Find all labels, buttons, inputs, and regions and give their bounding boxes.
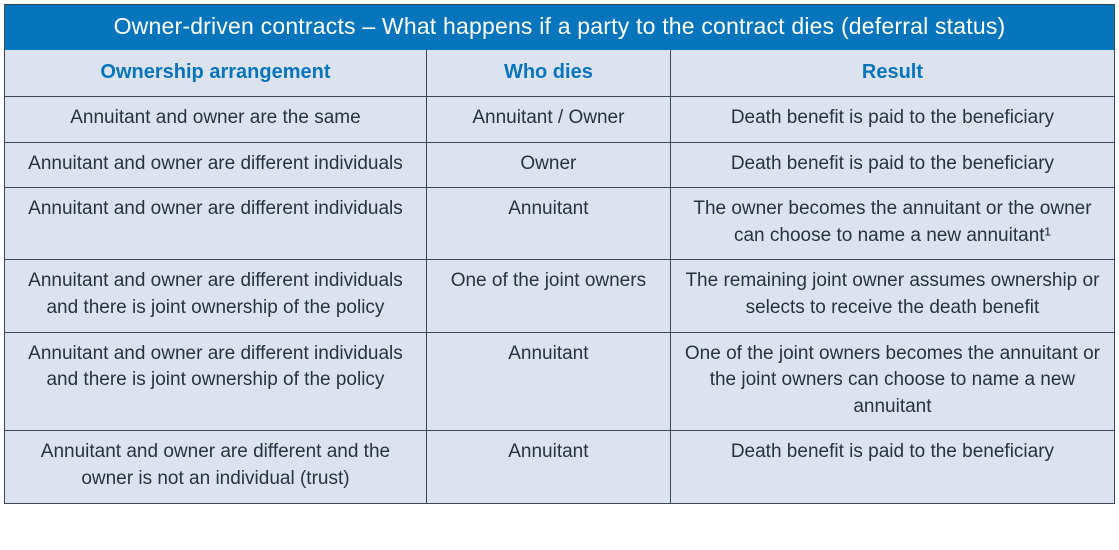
contracts-table-container: Owner-driven contracts – What happens if… bbox=[4, 4, 1115, 504]
cell-arrangement: Annuitant and owner are different indivi… bbox=[5, 260, 426, 332]
cell-arrangement: Annuitant and owner are different indivi… bbox=[5, 188, 426, 260]
table-row: Annuitant and owner are different and th… bbox=[5, 431, 1114, 503]
cell-arrangement: Annuitant and owner are different and th… bbox=[5, 431, 426, 503]
table-row: Annuitant and owner are different indivi… bbox=[5, 260, 1114, 332]
cell-who: Annuitant bbox=[426, 332, 670, 431]
cell-result: The owner becomes the annuitant or the o… bbox=[670, 188, 1114, 260]
cell-result: Death benefit is paid to the beneficiary bbox=[670, 142, 1114, 188]
cell-who: Owner bbox=[426, 142, 670, 188]
col-header-arrangement: Ownership arrangement bbox=[5, 50, 426, 97]
cell-arrangement: Annuitant and owner are the same bbox=[5, 97, 426, 143]
contracts-table: Ownership arrangement Who dies Result An… bbox=[5, 50, 1114, 503]
cell-result: Death benefit is paid to the beneficiary bbox=[670, 431, 1114, 503]
cell-arrangement: Annuitant and owner are different indivi… bbox=[5, 332, 426, 431]
cell-arrangement: Annuitant and owner are different indivi… bbox=[5, 142, 426, 188]
col-header-who: Who dies bbox=[426, 50, 670, 97]
table-title: Owner-driven contracts – What happens if… bbox=[5, 5, 1114, 50]
table-row: Annuitant and owner are different indivi… bbox=[5, 142, 1114, 188]
table-header-row: Ownership arrangement Who dies Result bbox=[5, 50, 1114, 97]
cell-result: The remaining joint owner assumes owners… bbox=[670, 260, 1114, 332]
cell-who: Annuitant bbox=[426, 188, 670, 260]
col-header-result: Result bbox=[670, 50, 1114, 97]
cell-who: Annuitant bbox=[426, 431, 670, 503]
table-row: Annuitant and owner are different indivi… bbox=[5, 188, 1114, 260]
cell-who: Annuitant / Owner bbox=[426, 97, 670, 143]
table-row: Annuitant and owner are the same Annuita… bbox=[5, 97, 1114, 143]
table-row: Annuitant and owner are different indivi… bbox=[5, 332, 1114, 431]
cell-result: One of the joint owners becomes the annu… bbox=[670, 332, 1114, 431]
cell-result: Death benefit is paid to the beneficiary bbox=[670, 97, 1114, 143]
cell-who: One of the joint owners bbox=[426, 260, 670, 332]
